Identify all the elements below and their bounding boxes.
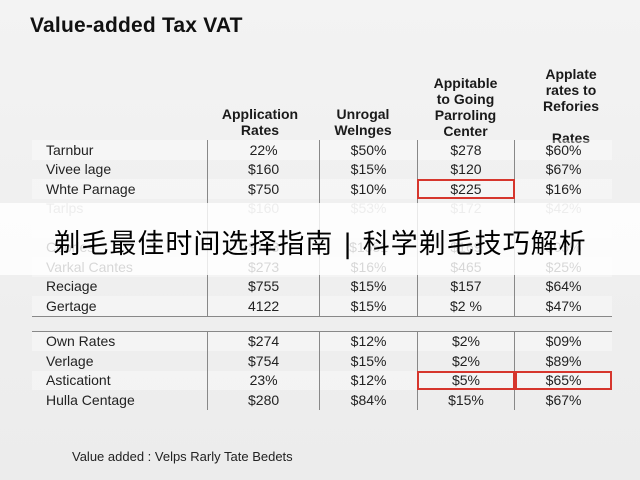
table-row: Tarnbur 22% $50% $278 $60% (32, 140, 612, 160)
table-cell: $280 (206, 390, 320, 410)
table-cell: $120 (416, 159, 515, 179)
vat-table-wrap: Tarnbur 22% $50% $278 $60% Vivee lage $160 $15%… (32, 140, 612, 425)
table-cell: $84% (319, 390, 418, 410)
row-label: Reciage (46, 278, 98, 295)
header-applate-rates: Applate rates to Refories Rates (522, 66, 620, 146)
table-cell: $274 (206, 330, 320, 351)
row-label: Asticationt (46, 372, 111, 389)
separator-cell (515, 316, 612, 331)
table-cell: $12% (319, 370, 418, 390)
row-label: Whte Parnage (46, 180, 136, 197)
table-row: Own Rates $274 $12% $2% $09% (32, 330, 612, 351)
table-cell: $160 (206, 159, 320, 179)
header-appitable-text: Appitable to Going Parroling Center (433, 75, 498, 139)
table-cell: $60% (514, 140, 612, 160)
table-cell: $64% (514, 276, 612, 296)
separator-cell (320, 316, 417, 331)
table-cell: $755 (206, 276, 320, 296)
header-application-rates-text: Application Rates (221, 106, 299, 138)
table-cell: $67% (514, 390, 612, 410)
table-cell: $65% (514, 370, 612, 390)
header-appitable: Appitable to Going Parroling Center (413, 75, 518, 139)
table-cell: $10% (319, 179, 418, 199)
separator-cell (417, 316, 514, 331)
group-separator (32, 316, 612, 331)
table-cell: 4122 (206, 296, 320, 317)
row-label: Tarnbur (46, 141, 94, 158)
table-row: Whte Parnage $750 $10% $225 $16% (32, 179, 612, 199)
table-cell: $225 (416, 179, 515, 199)
table-cell: $157 (416, 276, 515, 296)
row-label: Vivee lage (46, 161, 112, 178)
table-cell: $2 % (416, 296, 515, 317)
header-application-rates: Application Rates (205, 106, 315, 138)
table-cell: 22% (206, 140, 320, 160)
table-row: Vivee lage $160 $15% $120 $67% (32, 159, 612, 179)
overlay-banner-text: 剃毛最佳时间选择指南 | 科学剃毛技巧解析 (53, 229, 587, 260)
table-cell: $67% (514, 159, 612, 179)
overlay-banner (0, 203, 640, 275)
table-cell: $2% (416, 351, 515, 371)
table-cell: $750 (206, 179, 320, 199)
table-row: Hulla Centage $280 $84% $15% $67% (32, 390, 612, 410)
separator-cell (207, 316, 319, 331)
table-cell: $278 (416, 140, 515, 160)
table-cell: $15% (319, 351, 418, 371)
header-applate-rates-text: Applate rates to Refories Rates (542, 66, 600, 146)
table-cell: $16% (514, 179, 612, 199)
table-cell: $15% (416, 390, 515, 410)
table-cell: $754 (206, 351, 320, 371)
row-label: Hulla Centage (46, 391, 135, 408)
table-row: Reciage $755 $15% $157 $64% (32, 276, 612, 296)
row-label: Gertage (32, 296, 208, 317)
table-row: Asticationt 23% $12% $5% $65% (32, 370, 612, 390)
table-cell: $50% (319, 140, 418, 160)
table-cell: $15% (319, 276, 418, 296)
table-cell: $89% (514, 351, 612, 371)
table-cell: $47% (514, 296, 612, 317)
table-cell: 23% (206, 370, 320, 390)
row-label: Own Rates (32, 330, 208, 351)
page-title: Value-added Tax VAT (30, 14, 243, 37)
table-cell: $15% (319, 159, 418, 179)
footer-note: Value added : Velps Rarly Tate Bedets (72, 449, 293, 464)
table-row: Gertage 4122 $15% $2 % $47% (32, 296, 612, 317)
separator-cell (32, 316, 207, 331)
table-cell: $15% (319, 296, 418, 317)
row-label: Verlage (46, 352, 94, 369)
table-row: Verlage $754 $15% $2% $89% (32, 351, 612, 371)
table-cell: $12% (319, 330, 418, 351)
header-unrogal-welnges: Unrogal Welnges (318, 106, 408, 138)
table-cell: $09% (514, 330, 612, 351)
table-cell: $2% (416, 330, 515, 351)
table-cell: $5% (416, 370, 515, 390)
header-unrogal-welnges-text: Unrogal Welnges (334, 106, 392, 138)
